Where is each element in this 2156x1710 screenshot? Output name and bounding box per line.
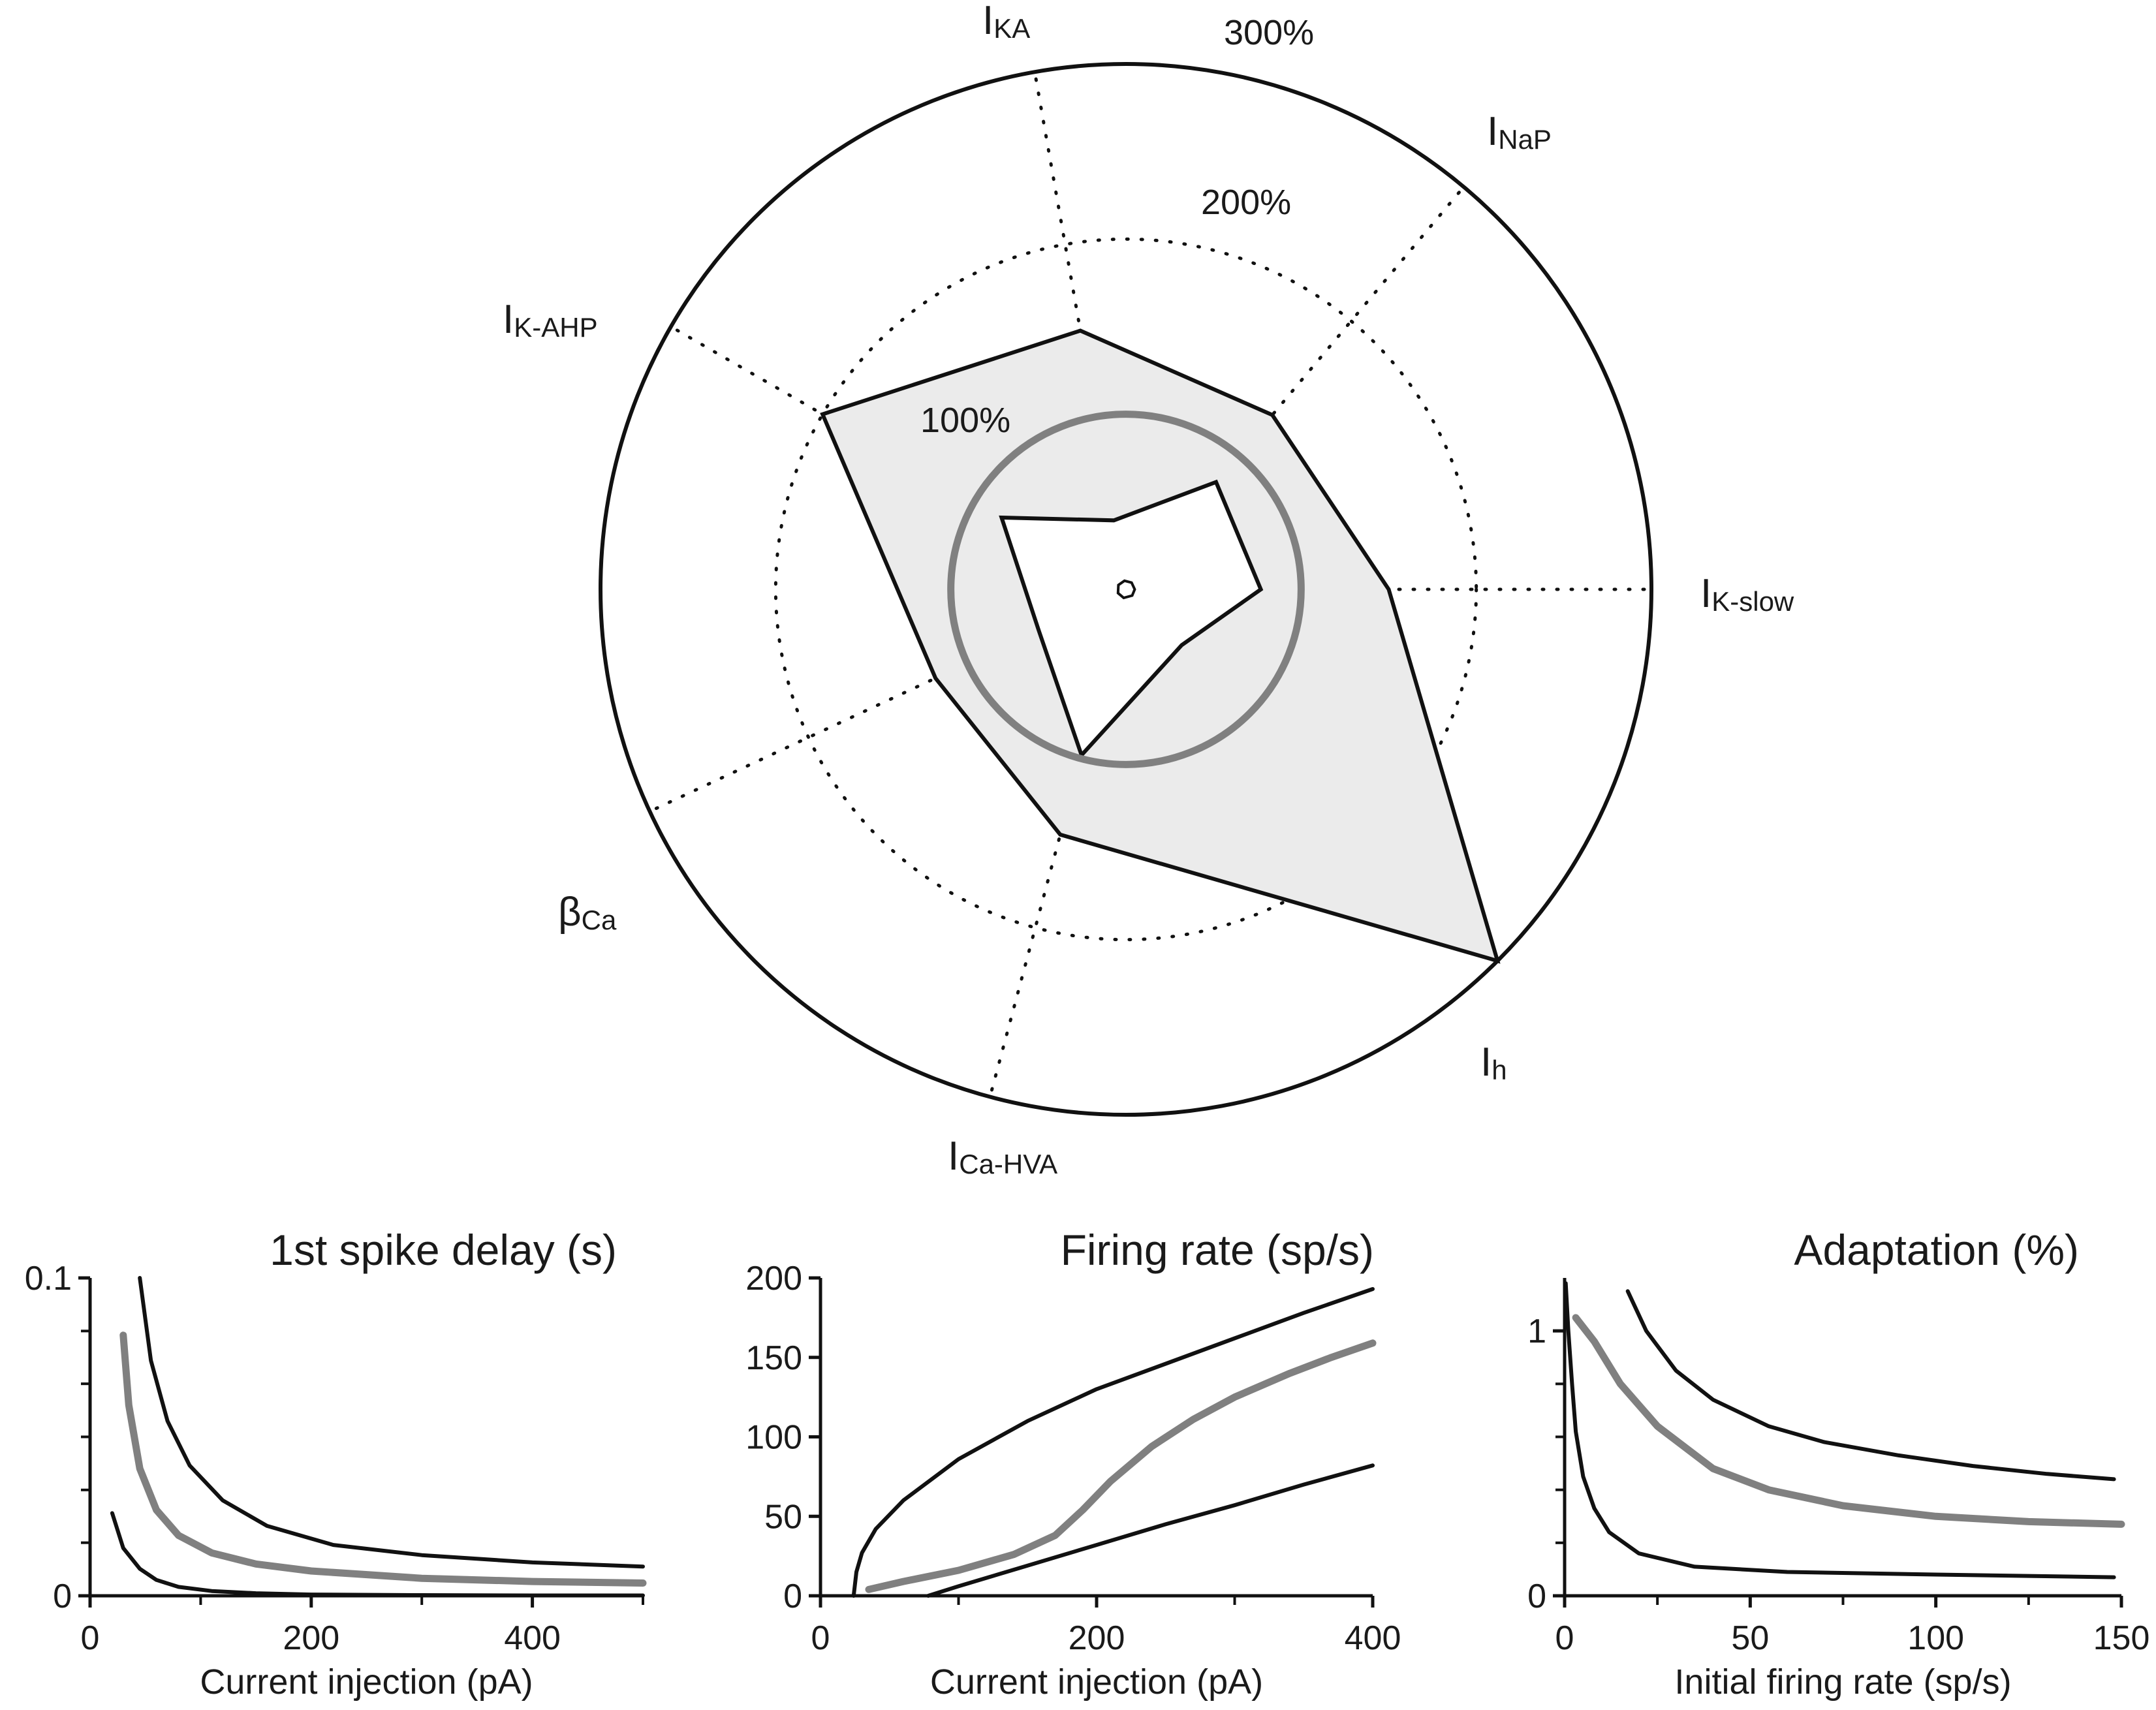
y-tick-label: 1 (1527, 1313, 1546, 1350)
radar-axis-label-ih: Ih (1480, 1040, 1507, 1085)
x-tick-label: 150 (2093, 1619, 2150, 1657)
x-tick-label: 200 (283, 1619, 339, 1657)
radar-axis-label-ca: βCa (558, 890, 617, 935)
radar-series (820, 328, 1501, 964)
panel-firing-rate: 0 200 400 0 50 100 150 200 Firing rate (sp/s) Cur… (745, 1226, 1401, 1702)
series-middle (119, 1331, 647, 1587)
x-tick-label: 0 (1555, 1619, 1574, 1657)
y-tick-label: 50 (764, 1498, 802, 1536)
y-tick-label: 0 (53, 1578, 72, 1615)
series-upper (1625, 1289, 2116, 1482)
y-tick-label: 0.1 (25, 1260, 72, 1298)
radar-chart: IK-slow INaP IKA IK-AHP βCa ICa-HVA Ih 100% 200… (503, 0, 1794, 1179)
panel-title: Adaptation (%) (1794, 1226, 2079, 1274)
x-axis-label: Current injection (pA) (930, 1662, 1263, 1702)
y-tick-label: 0 (783, 1578, 802, 1615)
radar-ring-label-300: 300% (1224, 13, 1314, 52)
radar-center-mark (1116, 579, 1136, 600)
x-axis-label: Current injection (pA) (200, 1662, 533, 1702)
x-tick-label: 400 (504, 1619, 561, 1657)
y-tick-label: 200 (745, 1260, 802, 1298)
series-middle (865, 1339, 1377, 1593)
series-lower (926, 1463, 1375, 1598)
x-tick-label: 50 (1731, 1619, 1769, 1657)
radar-ring-label-200: 200% (1201, 183, 1291, 222)
panel-title: 1st spike delay (s) (270, 1226, 617, 1274)
x-tick-label: 200 (1069, 1619, 1125, 1657)
radar-axis-label-ika: IKA (982, 0, 1030, 44)
radar-axis-label-ik-ahp: IK-AHP (503, 297, 598, 343)
radar-ring-labels: 100% 200% 300% (920, 13, 1314, 440)
series-middle (1572, 1314, 2125, 1528)
series-lower (110, 1511, 645, 1598)
x-tick-label: 400 (1345, 1619, 1401, 1657)
x-axis-label: Initial firing rate (sp/s) (1674, 1662, 2011, 1702)
series-lower (1563, 1281, 2116, 1579)
radar-axis-label-inap: INaP (1487, 109, 1552, 155)
y-tick-label: 150 (745, 1339, 802, 1377)
radar-ring-200 (773, 237, 1478, 942)
radar-outer-circle (599, 62, 1653, 1117)
series-upper (851, 1287, 1375, 1598)
radar-axis-label-ica-hva: ICa-HVA (948, 1134, 1057, 1179)
panel-adaptation: 0 50 100 150 0 1 Adaptation (%) Initial firing … (1527, 1226, 2149, 1702)
y-tick-label: 100 (745, 1419, 802, 1457)
y-tick-label: 0 (1527, 1578, 1546, 1615)
panel-first-spike-delay: 0 200 400 0 0.1 1st spike delay (s) Current in… (25, 1226, 647, 1702)
x-tick-label: 0 (811, 1619, 830, 1657)
series-upper (138, 1276, 645, 1569)
radar-reference-circle (947, 411, 1305, 768)
x-tick-label: 0 (81, 1619, 100, 1657)
radar-axis-label-ik-slow: IK-slow (1700, 571, 1794, 617)
radar-polygon-lower (999, 479, 1264, 759)
panel-title: Firing rate (sp/s) (1061, 1226, 1374, 1274)
x-tick-label: 100 (1907, 1619, 1964, 1657)
radar-ring-label-100: 100% (920, 401, 1010, 440)
radar-axis-labels: IK-slow INaP IKA IK-AHP βCa ICa-HVA Ih (503, 0, 1794, 1179)
